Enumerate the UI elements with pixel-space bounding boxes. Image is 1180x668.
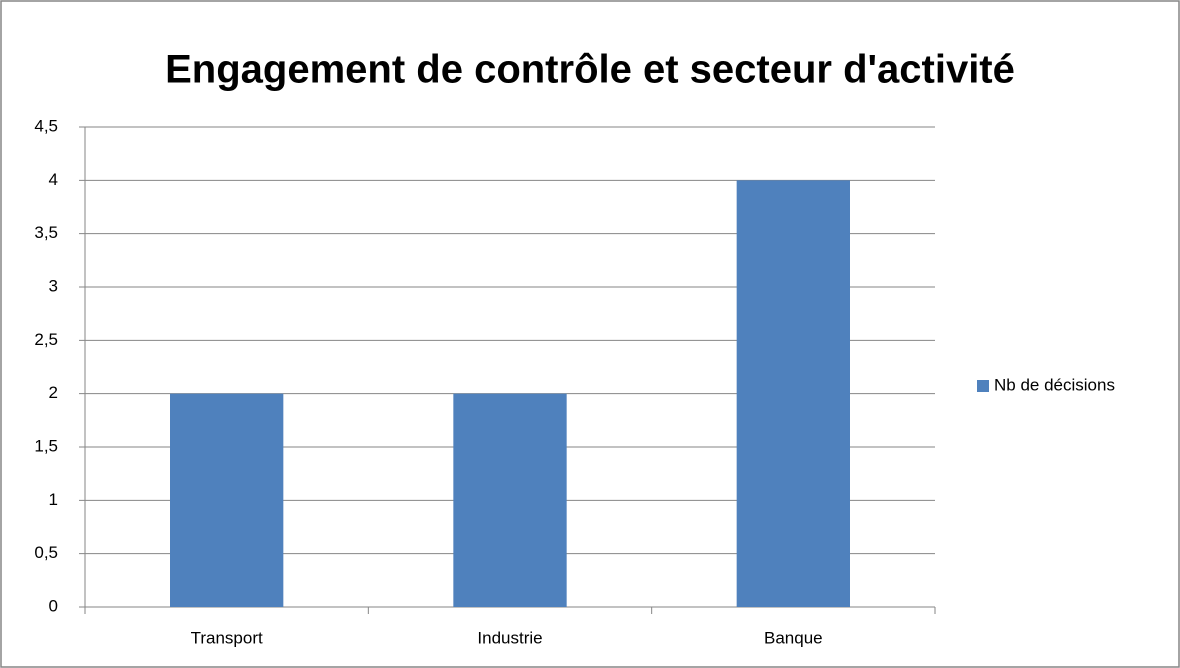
bar <box>170 393 284 607</box>
y-tick-label: 2,5 <box>34 330 58 349</box>
y-tick-label: 4,5 <box>34 116 58 135</box>
legend-label: Nb de décisions <box>994 375 1115 394</box>
y-tick-label: 1 <box>49 490 58 509</box>
y-tick-label: 3 <box>49 276 58 295</box>
y-tick-label: 3,5 <box>34 223 58 242</box>
y-tick-label: 0,5 <box>34 543 58 562</box>
y-tick-label: 2 <box>49 383 58 402</box>
y-tick-label: 0 <box>49 596 58 615</box>
y-tick-label: 1,5 <box>34 436 58 455</box>
x-tick-label: Industrie <box>477 628 542 647</box>
legend-swatch <box>977 380 989 392</box>
y-tick-label: 4 <box>49 170 58 189</box>
x-tick-label: Banque <box>764 628 823 647</box>
bar <box>736 180 850 608</box>
x-tick-label: Transport <box>191 628 263 647</box>
chart-title: Engagement de contrôle et secteur d'acti… <box>165 48 1015 92</box>
bar <box>453 393 567 607</box>
